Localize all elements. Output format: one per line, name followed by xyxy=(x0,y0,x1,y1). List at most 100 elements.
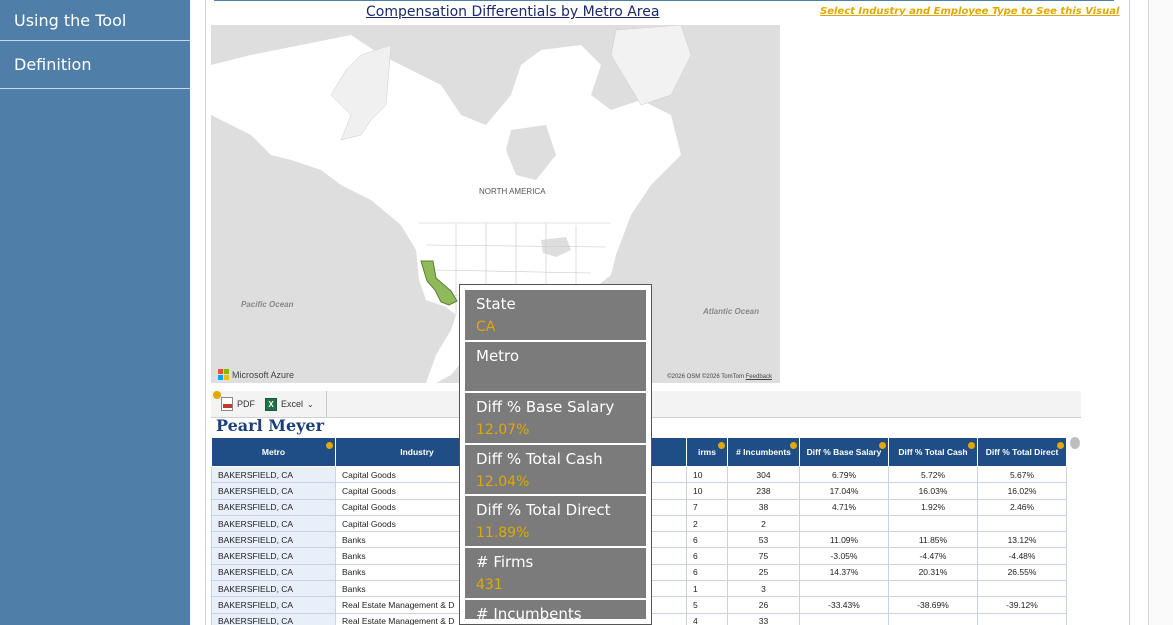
table-row[interactable]: BAKERSFIELD, CA Capital Goods 2 2 xyxy=(211,514,1067,533)
diff-direct-cell xyxy=(977,580,1067,598)
copyright-text: ©2026 OSM ©2026 TomTom xyxy=(667,374,744,380)
col-header-metro[interactable]: Metro xyxy=(211,437,336,467)
diff-cash-cell: 20.31% xyxy=(888,563,978,582)
feedback-link[interactable]: Feedback xyxy=(745,374,772,380)
tooltip-field: Diff % Base Salary 12.07% xyxy=(465,393,646,445)
diff-direct-cell xyxy=(977,514,1067,533)
tooltip-field: Diff % Total Direct 11.89% xyxy=(465,496,646,548)
diff-direct-cell: -4.48% xyxy=(977,547,1067,565)
atlantic-ocean-label: Atlantic Ocean xyxy=(703,307,760,316)
tooltip-field-label: State xyxy=(476,295,516,313)
excel-export-button[interactable]: X Excel ⌄ xyxy=(265,397,314,411)
col-header-diff-direct[interactable]: Diff % Total Direct xyxy=(977,437,1067,467)
map-attribution: Microsoft Azure xyxy=(218,369,294,380)
diff-cash-cell xyxy=(888,514,978,533)
sidebar-item-label: Using the Tool xyxy=(14,10,127,30)
incumbents-cell: 38 xyxy=(727,498,800,516)
incumbents-cell: 33 xyxy=(727,612,800,625)
firms-cell: 1 xyxy=(686,580,728,598)
metro-cell: BAKERSFIELD, CA xyxy=(211,514,336,533)
tooltip-field-label: # Firms xyxy=(476,552,534,571)
attribution-text: Microsoft Azure xyxy=(232,369,295,380)
sidebar-item-label: Definition xyxy=(14,55,92,74)
firms-cell: 6 xyxy=(686,531,728,549)
diff-direct-cell: 13.12% xyxy=(977,531,1067,549)
industry-cell: Banks xyxy=(335,580,499,598)
map-tooltip: State CA Metro Diff % Base Salary 12.07% Diff… xyxy=(459,284,652,625)
info-icon[interactable] xyxy=(790,442,797,449)
diff-cash-cell: 16.03% xyxy=(888,482,978,500)
metro-cell: BAKERSFIELD, CA xyxy=(211,498,336,516)
excel-label: Excel xyxy=(281,399,304,409)
excel-icon: X xyxy=(265,397,277,411)
microsoft-logo-icon xyxy=(218,369,229,380)
metro-cell: BAKERSFIELD, CA xyxy=(211,612,336,625)
diff-cash-cell: -4.47% xyxy=(888,547,978,565)
diff-direct-cell: 16.02% xyxy=(977,482,1067,500)
tooltip-field: Diff % Total Cash 12.04% xyxy=(465,445,646,497)
sidebar: Using the Tool Definition xyxy=(0,0,190,625)
firms-cell: 2 xyxy=(686,514,728,533)
chevron-down-icon: ⌄ xyxy=(307,399,314,409)
info-icon[interactable] xyxy=(718,442,725,449)
info-icon[interactable] xyxy=(968,442,975,449)
diff-base-cell: -3.05% xyxy=(799,547,889,565)
diff-direct-cell: 5.67% xyxy=(977,465,1067,484)
info-icon[interactable] xyxy=(213,391,221,399)
incumbents-cell: 53 xyxy=(727,531,800,549)
tooltip-field-value: 431 xyxy=(476,576,503,593)
report-panel: Compensation Differentials by Metro Area… xyxy=(205,0,1130,625)
info-icon[interactable] xyxy=(879,442,886,449)
tooltip-field-value: 11.89% xyxy=(476,525,530,542)
us-state-borders xyxy=(419,222,611,325)
diff-base-cell: 14.37% xyxy=(799,563,889,582)
sidebar-item-using-the-tool[interactable]: Using the Tool xyxy=(0,0,190,41)
firms-cell: 6 xyxy=(686,547,728,565)
info-icon[interactable] xyxy=(326,442,333,449)
tooltip-field: # Firms 431 xyxy=(465,548,646,600)
diff-direct-cell: 2.46% xyxy=(977,498,1067,516)
col-header-incumbents[interactable]: # Incumbents xyxy=(727,437,800,467)
tooltip-field-label: Metro xyxy=(476,346,520,365)
pacific-ocean-label: Pacific Ocean xyxy=(241,300,294,309)
incumbents-cell: 75 xyxy=(727,547,800,565)
california-region[interactable] xyxy=(420,260,458,306)
diff-cash-cell: 1.92% xyxy=(888,498,978,516)
incumbents-cell: 304 xyxy=(727,465,800,484)
diff-base-cell: 6.79% xyxy=(799,465,889,484)
select-industry-link[interactable]: Select Industry and Employee Type to See… xyxy=(820,6,1120,17)
tooltip-body: State CA Metro Diff % Base Salary 12.07% Diff… xyxy=(465,290,646,623)
firms-cell: 4 xyxy=(686,612,728,625)
diff-base-cell xyxy=(799,612,889,625)
pdf-label: PDF xyxy=(237,399,255,409)
diff-direct-cell: -39.12% xyxy=(977,596,1067,614)
brand-logo: Pearl Meyer xyxy=(216,416,325,435)
firms-cell: 6 xyxy=(686,563,728,582)
col-header-diff-cash[interactable]: Diff % Total Cash xyxy=(888,437,978,467)
tooltip-field-value: CA xyxy=(476,319,496,335)
diff-base-cell xyxy=(799,580,889,598)
diff-base-cell: 4.71% xyxy=(799,498,889,516)
pdf-export-button[interactable]: PDF xyxy=(221,397,255,411)
great-lakes-shape xyxy=(541,237,571,257)
tooltip-field: # Incumbents xyxy=(465,600,646,625)
col-header-firms[interactable]: irms xyxy=(686,437,728,467)
hudson-bay-shape xyxy=(506,125,556,180)
tooltip-field-label: Diff % Base Salary xyxy=(476,398,615,417)
info-icon[interactable] xyxy=(1057,442,1064,449)
col-header-diff-base[interactable]: Diff % Base Salary xyxy=(799,437,889,467)
greenland-shape xyxy=(610,25,692,106)
industry-cell: Banks xyxy=(335,563,499,582)
incumbents-cell: 238 xyxy=(727,482,800,500)
tooltip-field-label: Diff % Total Direct xyxy=(476,501,611,520)
sidebar-item-definition[interactable]: Definition xyxy=(0,41,190,89)
scrollbar-thumb[interactable] xyxy=(1070,437,1080,449)
tooltip-field: Metro xyxy=(465,342,646,394)
metro-cell: BAKERSFIELD, CA xyxy=(211,482,336,500)
industry-cell: Banks xyxy=(335,531,499,549)
right-gutter xyxy=(1148,0,1173,625)
diff-base-cell: -33.43% xyxy=(799,596,889,614)
continent-label: NORTH AMERICA xyxy=(479,187,546,196)
incumbents-cell: 2 xyxy=(727,514,800,533)
